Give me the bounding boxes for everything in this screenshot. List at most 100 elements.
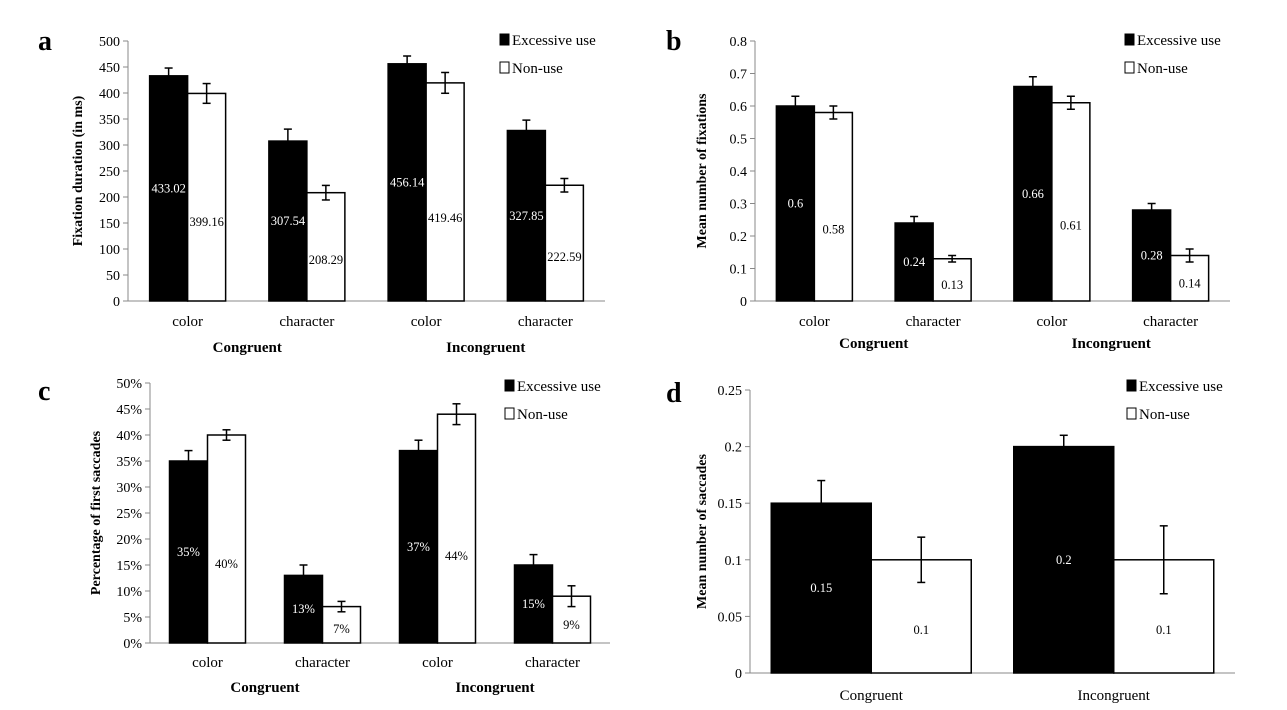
bar <box>398 449 439 644</box>
data-label: 0.28 <box>1141 249 1163 263</box>
y-tick-label: 450 <box>99 61 120 76</box>
y-tick-label: 100 <box>99 243 120 258</box>
data-label: 0.2 <box>1056 553 1072 567</box>
x-tick-label: color <box>172 314 203 330</box>
bar <box>306 191 346 302</box>
data-label: 7% <box>333 622 350 636</box>
bar <box>436 413 477 644</box>
group-label: Incongruent <box>1072 336 1151 352</box>
y-tick-label: 10% <box>116 585 142 600</box>
y-tick-label: 0.25 <box>718 384 743 399</box>
y-tick-label: 0.2 <box>730 230 748 245</box>
y-tick-label: 45% <box>116 403 142 418</box>
data-label: 0.6 <box>788 197 804 211</box>
panel-letter: d <box>666 378 682 409</box>
data-label: 456.14 <box>390 175 425 189</box>
bar <box>425 82 465 302</box>
legend-swatch <box>1126 407 1137 420</box>
y-tick-label: 20% <box>116 533 142 548</box>
y-tick-label: 500 <box>99 35 120 50</box>
data-label: 0.14 <box>1179 277 1202 291</box>
data-label: 44% <box>445 549 468 563</box>
y-tick-label: 5% <box>123 611 142 626</box>
y-tick-label: 25% <box>116 507 142 522</box>
x-tick-label: color <box>1036 314 1067 330</box>
y-tick-label: 250 <box>99 165 120 180</box>
data-label: 307.54 <box>271 214 306 228</box>
data-label: 35% <box>177 545 200 559</box>
data-label: 0.1 <box>1156 623 1172 637</box>
data-label: 0.24 <box>903 255 926 269</box>
bar <box>268 140 308 302</box>
data-label: 13% <box>292 602 315 616</box>
x-tick-label: Congruent <box>840 688 904 704</box>
y-tick-label: 0.5 <box>730 133 748 148</box>
y-tick-label: 0% <box>123 637 142 652</box>
legend-swatch <box>1126 379 1137 392</box>
y-tick-label: 35% <box>116 455 142 470</box>
y-axis-label: Percentage of first saccades <box>89 430 104 595</box>
y-tick-label: 0.7 <box>730 68 748 83</box>
panel-letter: a <box>38 26 52 57</box>
data-label: 40% <box>215 557 238 571</box>
x-tick-label: character <box>518 314 573 330</box>
y-tick-label: 300 <box>99 139 120 154</box>
x-tick-label: color <box>411 314 442 330</box>
data-label: 208.29 <box>309 253 343 267</box>
bar <box>186 92 227 302</box>
y-tick-label: 0.1 <box>730 263 748 278</box>
x-tick-label: color <box>422 655 453 671</box>
data-label: 0.61 <box>1060 219 1082 233</box>
y-axis-label: Mean number of saccades <box>695 454 710 609</box>
data-label: 222.59 <box>547 250 581 264</box>
y-tick-label: 350 <box>99 113 120 128</box>
x-tick-label: color <box>192 655 223 671</box>
legend-swatch <box>504 379 515 392</box>
legend-swatch <box>499 61 510 74</box>
bar <box>321 605 362 644</box>
y-tick-label: 150 <box>99 217 120 232</box>
data-label: 15% <box>522 597 545 611</box>
data-label: 37% <box>407 540 430 554</box>
x-tick-label: character <box>279 314 334 330</box>
y-tick-label: 0.15 <box>718 497 743 512</box>
legend-label: Excessive use <box>1139 379 1223 395</box>
legend-label: Non-use <box>1137 61 1188 77</box>
data-label: 399.16 <box>189 215 223 229</box>
y-tick-label: 40% <box>116 429 142 444</box>
bar <box>1051 102 1091 302</box>
data-label: 0.15 <box>810 581 832 595</box>
data-label: 0.66 <box>1022 187 1044 201</box>
y-tick-label: 15% <box>116 559 142 574</box>
y-tick-label: 200 <box>99 191 120 206</box>
group-label: Congruent <box>230 680 299 696</box>
panel-letter: b <box>666 26 682 57</box>
data-label: 9% <box>563 618 580 632</box>
bar <box>206 434 247 644</box>
bar <box>932 258 972 302</box>
legend-label: Excessive use <box>517 379 601 395</box>
bar <box>1013 85 1053 302</box>
group-label: Incongruent <box>455 680 534 696</box>
x-tick-label: color <box>799 314 830 330</box>
x-tick-label: character <box>525 655 580 671</box>
data-label: 0.58 <box>822 222 844 236</box>
x-tick-label: character <box>1143 314 1198 330</box>
bar <box>544 184 585 302</box>
y-tick-label: 0 <box>735 667 742 682</box>
y-tick-label: 30% <box>116 481 142 496</box>
y-tick-label: 0.3 <box>730 198 748 213</box>
y-tick-label: 0 <box>113 295 120 310</box>
group-label: Incongruent <box>446 340 525 356</box>
y-tick-label: 0 <box>740 295 747 310</box>
y-tick-label: 50% <box>116 377 142 392</box>
x-tick-label: character <box>295 655 350 671</box>
data-label: 327.85 <box>509 209 543 223</box>
legend-label: Non-use <box>517 407 568 423</box>
data-label: 419.46 <box>428 211 462 225</box>
y-tick-label: 0.2 <box>725 441 743 456</box>
panel-letter: c <box>38 376 50 407</box>
group-label: Congruent <box>839 336 908 352</box>
legend-label: Excessive use <box>1137 33 1221 49</box>
